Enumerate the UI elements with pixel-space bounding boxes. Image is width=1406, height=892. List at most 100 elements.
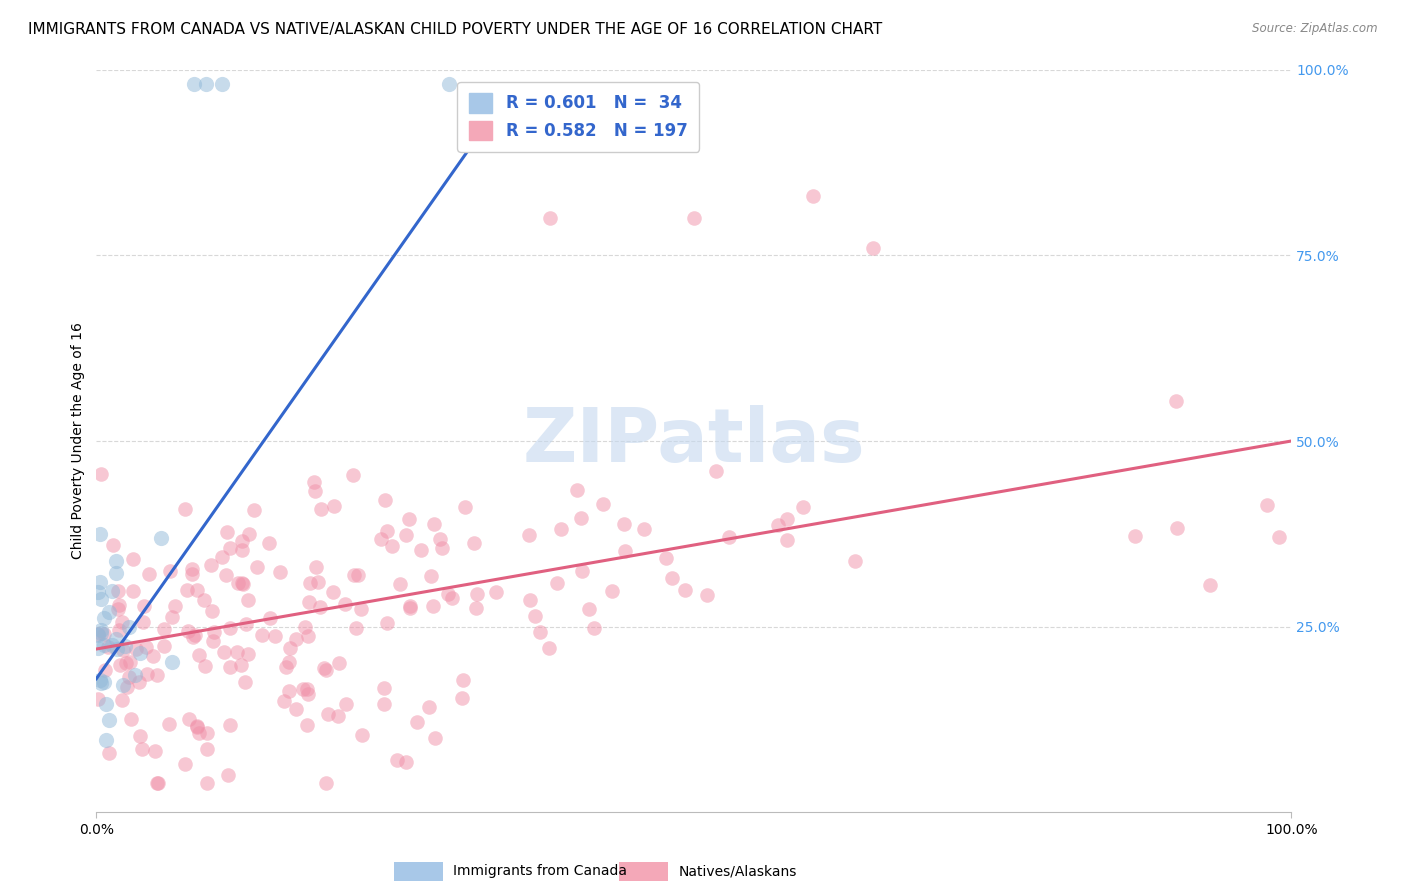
Point: [146, 775, 169, 789]
Point: [1268, 530, 1291, 544]
Point: [159, 564, 181, 578]
Point: [614, 544, 637, 558]
Point: [86, 641, 108, 656]
Point: [150, 531, 173, 545]
Point: [229, 657, 252, 672]
Point: [146, 775, 169, 789]
Point: [696, 588, 718, 602]
Point: [388, 576, 411, 591]
Point: [766, 517, 789, 532]
Point: [120, 712, 142, 726]
Point: [93, 638, 115, 652]
Point: [238, 527, 260, 541]
Point: [187, 726, 209, 740]
Point: [600, 584, 623, 599]
Point: [202, 625, 225, 640]
Point: [344, 621, 367, 635]
Point: [89, 574, 111, 589]
Point: [98, 605, 121, 619]
Point: [375, 524, 398, 538]
Point: [451, 673, 474, 687]
Point: [236, 647, 259, 661]
Point: [308, 599, 330, 614]
Text: Immigrants from Canada: Immigrants from Canada: [453, 864, 627, 879]
Point: [136, 667, 159, 681]
Point: [86, 628, 108, 642]
Point: [107, 623, 129, 637]
Point: [177, 624, 200, 638]
Point: [217, 768, 239, 782]
Point: [269, 565, 291, 579]
Point: [111, 692, 134, 706]
Point: [322, 584, 344, 599]
Point: [97, 640, 120, 654]
Point: [90, 624, 112, 638]
Point: [550, 522, 572, 536]
Point: [90, 467, 112, 482]
Point: [661, 571, 683, 585]
Point: [465, 587, 488, 601]
Point: [257, 536, 280, 550]
Point: [546, 575, 568, 590]
Point: [124, 668, 146, 682]
Point: [195, 741, 218, 756]
Point: [131, 742, 153, 756]
Point: [111, 615, 134, 629]
Point: [484, 584, 506, 599]
Point: [1166, 521, 1188, 535]
Point: [93, 611, 115, 625]
Point: [315, 663, 337, 677]
Point: [183, 78, 205, 92]
Point: [682, 211, 704, 226]
Point: [295, 682, 318, 697]
Point: [218, 718, 240, 732]
Point: [131, 615, 153, 629]
Point: [211, 78, 233, 92]
Point: [107, 602, 129, 616]
Point: [350, 728, 373, 742]
Point: [430, 541, 453, 555]
Point: [98, 747, 121, 761]
Point: [93, 626, 115, 640]
Point: [373, 697, 395, 711]
Point: [453, 500, 475, 514]
Point: [193, 593, 215, 607]
Point: [157, 716, 180, 731]
Point: [613, 517, 636, 532]
Point: [160, 610, 183, 624]
Point: [235, 616, 257, 631]
Point: [101, 638, 124, 652]
Point: [273, 694, 295, 708]
Point: [278, 656, 301, 670]
Point: [236, 593, 259, 607]
Point: [304, 559, 326, 574]
Point: [422, 599, 444, 613]
Point: [111, 678, 134, 692]
Point: [398, 601, 420, 615]
Point: [252, 628, 274, 642]
Text: IMMIGRANTS FROM CANADA VS NATIVE/ALASKAN CHILD POVERTY UNDER THE AGE OF 16 CORRE: IMMIGRANTS FROM CANADA VS NATIVE/ALASKAN…: [28, 22, 883, 37]
Point: [231, 543, 253, 558]
Point: [423, 516, 446, 531]
Point: [775, 533, 797, 547]
Point: [186, 719, 208, 733]
Point: [97, 713, 120, 727]
Point: [104, 632, 127, 647]
Point: [184, 628, 207, 642]
Point: [120, 656, 142, 670]
Point: [278, 683, 301, 698]
Point: [297, 629, 319, 643]
Point: [299, 576, 322, 591]
Point: [114, 656, 136, 670]
Point: [246, 560, 269, 574]
Point: [673, 582, 696, 597]
Point: [180, 562, 202, 576]
Point: [108, 598, 131, 612]
Point: [409, 542, 432, 557]
Point: [226, 645, 249, 659]
Point: [429, 533, 451, 547]
Point: [259, 610, 281, 624]
Point: [450, 691, 472, 706]
Point: [398, 599, 420, 613]
Point: [94, 664, 117, 678]
